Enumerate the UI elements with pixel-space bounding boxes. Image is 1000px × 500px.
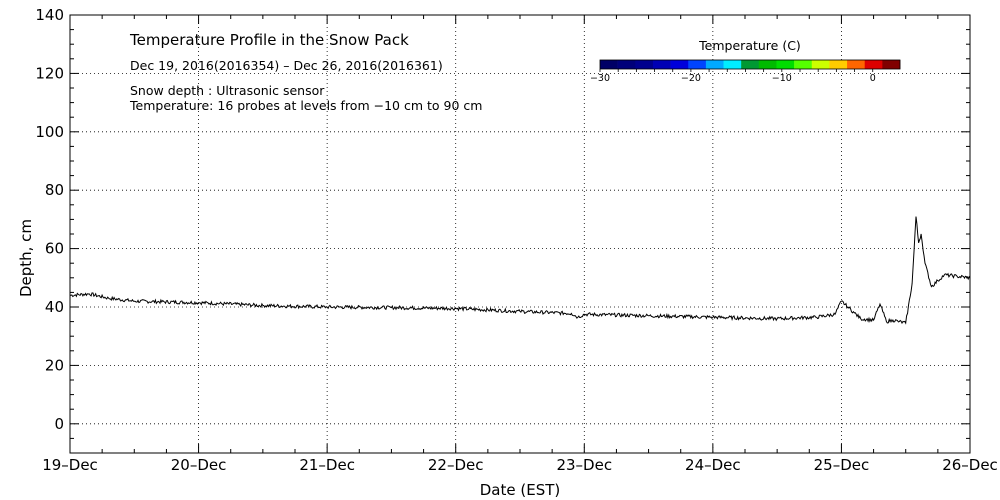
note-temperature: Temperature: 16 probes at levels from −1… <box>129 98 482 113</box>
colorbar-tick-label: −30 <box>590 73 610 84</box>
x-tick-label: 19–Dec <box>42 456 98 474</box>
colorbar-segment <box>776 60 795 69</box>
colorbar-segment <box>723 60 742 69</box>
y-tick-label: 0 <box>54 415 64 433</box>
temperature-colorbar: Temperature (C) −30 −20 −10 0 <box>590 38 901 84</box>
chart-title: Temperature Profile in the Snow Pack <box>129 31 409 49</box>
colorbar-segment <box>652 60 671 69</box>
chart-subtitle: Dec 19, 2016(2016354) – Dec 26, 2016(201… <box>130 58 443 73</box>
colorbar-segment <box>688 60 707 69</box>
x-tick-label: 21–Dec <box>299 456 355 474</box>
y-tick-label: 60 <box>45 240 64 258</box>
colorbar-segment <box>829 60 848 69</box>
y-tick-label: 100 <box>35 123 64 141</box>
y-tick-label: 20 <box>45 356 64 374</box>
plot-frame <box>69 14 971 454</box>
colorbar-segment <box>847 60 866 69</box>
colorbar-tick-label: 0 <box>870 73 876 84</box>
x-tick-label: 20–Dec <box>171 456 227 474</box>
y-axis-title: Depth, cm <box>17 219 35 297</box>
y-tick-label: 140 <box>35 6 64 24</box>
axis-ticks: 19–Dec 20–Dec 21–Dec 22–Dec 23–Dec 24–Dec 25–D… <box>35 6 997 474</box>
colorbar-segment <box>635 60 654 69</box>
grid-lines <box>70 15 970 453</box>
colorbar-segment <box>617 60 636 69</box>
colorbar-segment <box>758 60 777 69</box>
x-tick-label: 26–Dec <box>942 456 998 474</box>
series-layer <box>70 216 971 325</box>
colorbar-segment <box>794 60 813 69</box>
colorbar-segment <box>811 60 830 69</box>
x-tick-label: 22–Dec <box>428 456 484 474</box>
colorbar-segment <box>864 60 883 69</box>
colorbar-segment <box>882 60 901 69</box>
colorbar-segment <box>705 60 724 69</box>
colorbar-segment <box>600 60 618 69</box>
x-tick-label: 25–Dec <box>814 456 870 474</box>
note-snow-depth: Snow depth : Ultrasonic sensor <box>130 83 325 98</box>
colorbar-tick-label: −10 <box>772 73 792 84</box>
colorbar-frame <box>599 59 901 70</box>
x-tick-label: 23–Dec <box>556 456 612 474</box>
x-axis-title: Date (EST) <box>480 481 561 499</box>
colorbar-segment <box>670 60 689 69</box>
colorbar-tick-label: −20 <box>681 73 701 84</box>
colorbar-segment <box>741 60 760 69</box>
y-tick-label: 80 <box>45 181 64 199</box>
x-tick-label: 24–Dec <box>685 456 741 474</box>
colorbar-title: Temperature (C) <box>698 38 801 53</box>
y-tick-label: 40 <box>45 298 64 316</box>
snow-depth-line <box>70 216 971 325</box>
y-tick-label: 120 <box>35 64 64 82</box>
